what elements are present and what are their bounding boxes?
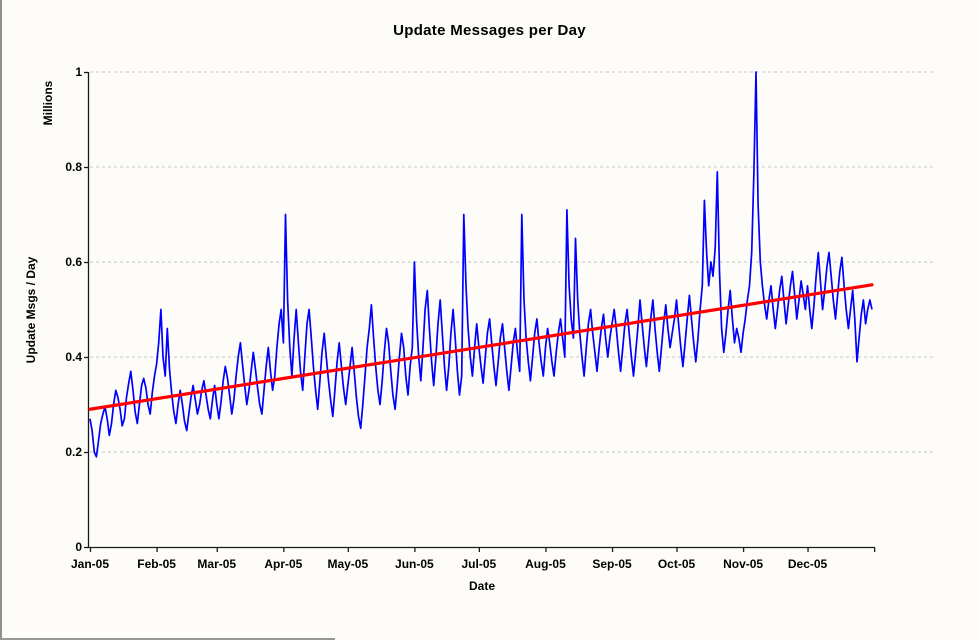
- y-tick-label: 0: [75, 540, 82, 554]
- page-left-border: [0, 0, 2, 640]
- y-tick-label: 0.4: [65, 350, 82, 364]
- y-tick-label: 1: [75, 65, 82, 79]
- trend-line: [88, 283, 874, 411]
- x-tick-label: Oct-05: [657, 557, 696, 571]
- daily-series-line: [89, 71, 873, 458]
- x-axis-title: Date: [468, 579, 495, 593]
- y-axis-unit-label: Millions: [41, 80, 55, 126]
- x-tick-label: Jan-05: [70, 557, 110, 571]
- x-tick-label: Nov-05: [723, 557, 764, 571]
- x-tick-label: Feb-05: [137, 557, 176, 571]
- x-tick-label: Mar-05: [197, 557, 237, 571]
- x-tick-label: Jun-05: [395, 557, 434, 571]
- x-tick-label: Sep-05: [592, 557, 632, 571]
- chart-title: Update Messages per Day: [393, 22, 586, 39]
- x-tick-label: Apr-05: [264, 557, 303, 571]
- y-tick-label: 0.2: [65, 445, 82, 459]
- y-tick-label: 0.6: [65, 255, 82, 269]
- page-bottom-border: [0, 638, 335, 640]
- x-tick-label: May-05: [327, 557, 369, 571]
- x-tick-label: Aug-05: [525, 557, 566, 571]
- x-tick-label: Dec-05: [787, 557, 828, 571]
- y-tick-label: 0.8: [65, 160, 82, 174]
- y-axis-title: Update Msgs / Day: [24, 256, 38, 364]
- x-tick-label: Jul-05: [461, 557, 497, 571]
